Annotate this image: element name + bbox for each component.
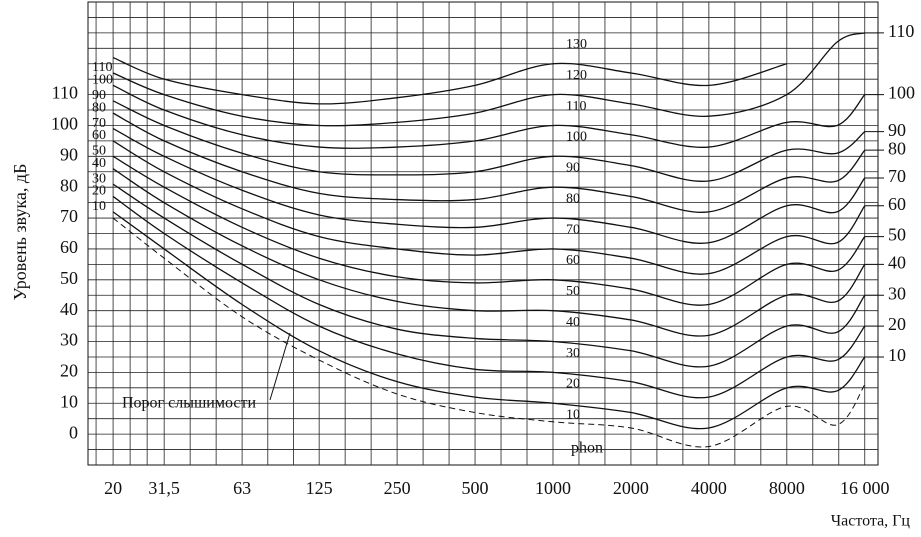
y-tick-label: 90 bbox=[60, 144, 78, 164]
curve-label-left: 50 bbox=[92, 144, 106, 159]
x-tick-label: 2000 bbox=[613, 478, 649, 498]
loudness-curve bbox=[112, 183, 866, 368]
curve-label-center: 130 bbox=[566, 37, 587, 52]
curve-label-left: 100 bbox=[92, 73, 113, 88]
curve-label-left: 60 bbox=[92, 128, 106, 143]
curve-label-right: 50 bbox=[888, 225, 906, 245]
y-axis-label: Уровень звука, дБ bbox=[10, 164, 30, 301]
loudness-curve bbox=[112, 84, 866, 149]
loudness-curve bbox=[112, 195, 866, 399]
y-tick-label: 80 bbox=[60, 175, 78, 195]
curve-label-left: 10 bbox=[92, 199, 106, 214]
y-tick-label: 10 bbox=[60, 391, 78, 411]
curve-label-right: 10 bbox=[888, 345, 906, 365]
y-tick-label: 110 bbox=[52, 83, 78, 103]
loudness-curve bbox=[112, 168, 866, 337]
curve-label-left: 110 bbox=[92, 60, 112, 75]
x-tick-label: 63 bbox=[233, 478, 251, 498]
x-tick-label: 125 bbox=[306, 478, 333, 498]
x-tick-label: 1000 bbox=[535, 478, 571, 498]
x-tick-label: 20 bbox=[104, 478, 122, 498]
curve-label-center: 110 bbox=[566, 99, 586, 114]
y-tick-label: 20 bbox=[60, 361, 78, 381]
curve-label-center: 60 bbox=[566, 253, 580, 268]
threshold-line bbox=[112, 217, 866, 448]
curve-label-center: 40 bbox=[566, 315, 580, 330]
loudness-curve bbox=[112, 155, 866, 306]
y-tick-label: 60 bbox=[60, 237, 78, 257]
y-tick-label: 70 bbox=[60, 206, 78, 226]
unit-label: phon bbox=[571, 440, 603, 457]
y-tick-label: 100 bbox=[51, 114, 78, 134]
y-tick-label: 50 bbox=[60, 268, 78, 288]
curve-label-right: 30 bbox=[888, 283, 906, 303]
threshold-leader bbox=[269, 332, 291, 401]
y-tick-label: 40 bbox=[60, 299, 78, 319]
curve-label-center: 120 bbox=[566, 68, 587, 83]
loudness-curve bbox=[112, 211, 866, 430]
curve-label-right: 60 bbox=[888, 194, 906, 214]
curve-label-center: 70 bbox=[566, 222, 580, 237]
curve-label-left: 90 bbox=[92, 88, 106, 103]
curve-label-left: 70 bbox=[92, 116, 106, 131]
curve-label-right: 90 bbox=[888, 120, 906, 140]
curve-label-right: 70 bbox=[888, 166, 906, 186]
curve-label-right: 100 bbox=[888, 83, 915, 103]
curve-label-left: 80 bbox=[92, 100, 106, 115]
curve-label-center: 10 bbox=[566, 407, 580, 422]
curve-label-right: 20 bbox=[888, 314, 906, 334]
curve-label-center: 80 bbox=[566, 191, 580, 206]
curve-label-left: 30 bbox=[92, 171, 106, 186]
x-tick-label: 31,5 bbox=[148, 478, 180, 498]
curve-label-right: 40 bbox=[888, 252, 906, 272]
loudness-curve bbox=[112, 32, 865, 127]
loudness-curve bbox=[112, 127, 866, 244]
y-tick-label: 0 bbox=[69, 422, 78, 442]
x-tick-label: 250 bbox=[384, 478, 411, 498]
curve-label-left: 20 bbox=[92, 184, 106, 199]
curve-label-center: 30 bbox=[566, 346, 580, 361]
curve-label-right: 110 bbox=[888, 21, 914, 41]
x-axis-label: Частота, Гц bbox=[831, 513, 911, 530]
curve-label-center: 50 bbox=[566, 284, 580, 299]
y-tick-label: 30 bbox=[60, 330, 78, 350]
loudness-curve bbox=[112, 56, 787, 105]
x-tick-label: 16 000 bbox=[840, 478, 890, 498]
loudness-curve bbox=[112, 112, 866, 213]
loudness-curve bbox=[112, 100, 866, 182]
curve-label-center: 90 bbox=[566, 161, 580, 176]
x-tick-label: 8000 bbox=[769, 478, 805, 498]
x-tick-label: 4000 bbox=[691, 478, 727, 498]
curve-label-left: 40 bbox=[92, 156, 106, 171]
x-tick-label: 500 bbox=[462, 478, 489, 498]
curve-label-center: 100 bbox=[566, 130, 587, 145]
loudness-curve bbox=[112, 140, 866, 275]
curve-label-center: 20 bbox=[566, 377, 580, 392]
curve-label-right: 80 bbox=[888, 138, 906, 158]
